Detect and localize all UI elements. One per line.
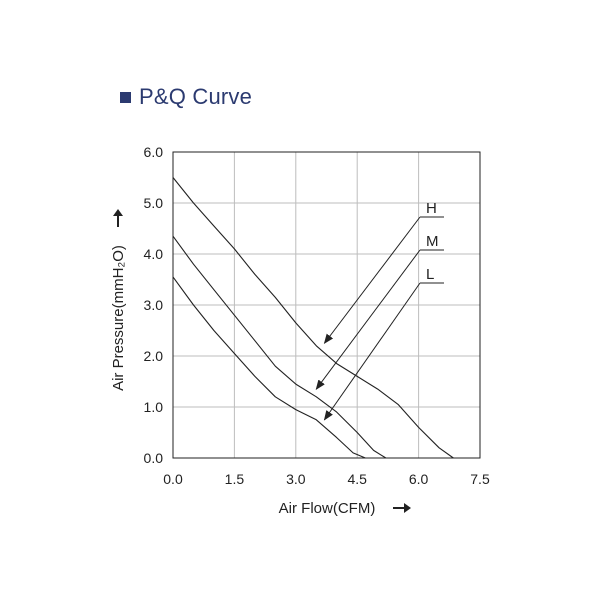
- plot-frame: [172, 151, 481, 459]
- x-axis-title: Air Flow(CFM): [279, 500, 411, 517]
- x-tick-label: 0.0: [163, 471, 183, 487]
- y-tick-label: 1.0: [144, 399, 164, 415]
- chart-heading: P&Q Curve: [120, 84, 252, 110]
- curves: [172, 177, 454, 459]
- x-axis-arrow-icon: [393, 503, 411, 513]
- x-tick-label: 7.5: [470, 471, 490, 487]
- annotation-arrow-m: [315, 249, 421, 390]
- y-tick-label: 5.0: [144, 195, 164, 211]
- annotation-label-l: L: [426, 266, 434, 283]
- y-tick-label: 2.0: [144, 348, 164, 364]
- annotation-arrow-h: [323, 216, 421, 345]
- tick-labels: 0.0 1.5 3.0 4.5 6.0 7.5 0.0 1.0 2.0 3.0 4.0 5.0 6.0: [144, 144, 490, 487]
- y-axis-arrow-icon: [113, 209, 123, 227]
- y-axis-title: Air Pressure(mmH₂O): [110, 209, 127, 391]
- y-tick-label: 6.0: [144, 144, 164, 160]
- x-axis-label: Air Flow(CFM): [279, 500, 376, 517]
- y-tick-label: 4.0: [144, 246, 164, 262]
- series-line-l: [172, 276, 366, 459]
- chart-title: P&Q Curve: [139, 84, 253, 109]
- annotation-label-h: H: [426, 200, 437, 217]
- x-tick-label: 6.0: [409, 471, 429, 487]
- annotations: HML: [315, 200, 444, 421]
- title-square-icon: [120, 91, 131, 103]
- x-tick-label: 1.5: [225, 471, 245, 487]
- series-line-m: [172, 235, 387, 459]
- grid-lines: [172, 151, 481, 459]
- x-tick-label: 4.5: [347, 471, 367, 487]
- y-tick-label: 0.0: [144, 450, 164, 466]
- y-tick-label: 3.0: [144, 297, 164, 313]
- series-line-h: [172, 177, 454, 459]
- y-axis-label: Air Pressure(mmH₂O): [110, 245, 127, 391]
- annotation-arrow-l: [323, 282, 421, 421]
- annotation-label-m: M: [426, 233, 439, 250]
- x-tick-label: 3.0: [286, 471, 306, 487]
